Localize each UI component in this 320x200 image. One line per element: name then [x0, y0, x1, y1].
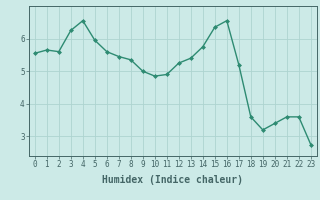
X-axis label: Humidex (Indice chaleur): Humidex (Indice chaleur) [102, 175, 243, 185]
